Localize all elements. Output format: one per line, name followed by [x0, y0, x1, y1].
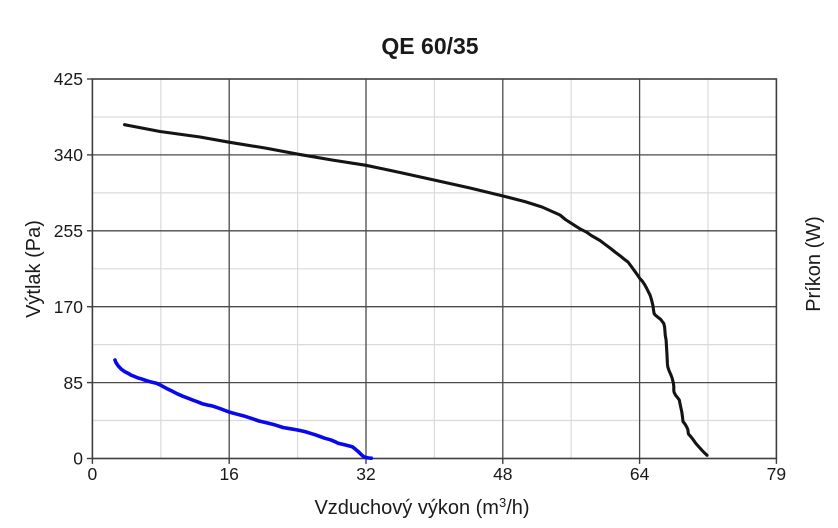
svg-text:170: 170	[54, 297, 83, 317]
svg-text:340: 340	[54, 145, 83, 165]
svg-text:425: 425	[54, 69, 83, 89]
svg-text:Príkon (W): Príkon (W)	[803, 216, 825, 312]
svg-text:QE 60/35: QE 60/35	[381, 33, 478, 59]
svg-text:255: 255	[54, 221, 83, 241]
svg-text:48: 48	[493, 464, 512, 484]
svg-text:79: 79	[767, 464, 786, 484]
svg-text:Vzduchový výkon (m3/h): Vzduchový výkon (m3/h)	[314, 495, 529, 519]
svg-text:0: 0	[73, 449, 83, 469]
svg-text:16: 16	[219, 464, 238, 484]
svg-text:85: 85	[64, 373, 83, 393]
svg-text:Výtlak (Pa): Výtlak (Pa)	[23, 220, 45, 318]
svg-text:64: 64	[630, 464, 650, 484]
svg-text:0: 0	[88, 464, 98, 484]
svg-text:32: 32	[356, 464, 375, 484]
